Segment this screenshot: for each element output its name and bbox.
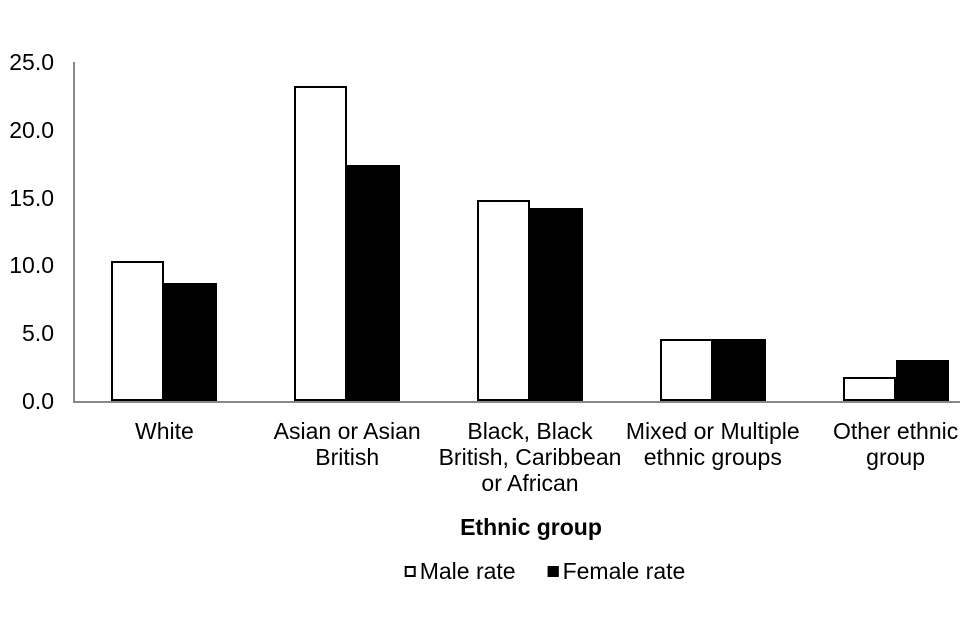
y-axis-line — [73, 62, 75, 403]
y-tick-label: 10.0 — [9, 252, 54, 279]
y-tick-label: 20.0 — [9, 116, 54, 143]
legend-label-female-rate: Female rate — [562, 558, 686, 584]
x-category-label: Asian or Asian British — [273, 418, 421, 470]
bar-male-rate — [477, 200, 530, 401]
legend-item-male-rate: Male rate — [404, 558, 516, 584]
male-rate-swatch-icon — [404, 565, 416, 577]
bar-male-rate — [111, 261, 165, 401]
x-axis-line — [73, 401, 960, 403]
x-axis-title: Ethnic group — [460, 514, 602, 540]
bar-female-rate — [895, 360, 949, 401]
y-tick-label: 5.0 — [22, 320, 54, 347]
y-tick-label: 0.0 — [22, 388, 54, 414]
bar-female-rate — [164, 283, 218, 401]
legend-label-male-rate: Male rate — [419, 558, 516, 584]
legend: Male rate Female rate — [404, 558, 686, 584]
y-tick-label: 25.0 — [9, 49, 54, 75]
x-category-label: Other ethnic group — [832, 418, 959, 470]
female-rate-swatch-icon — [547, 565, 559, 577]
x-category-label: Black, Black British, Caribbean or Afric… — [438, 418, 622, 496]
x-category-label: Mixed or Multiple ethnic groups — [625, 418, 800, 470]
bar-male-rate — [294, 86, 348, 401]
bar-female-rate — [712, 338, 766, 401]
y-tick-label: 15.0 — [9, 184, 54, 211]
legend-item-female-rate: Female rate — [547, 558, 686, 584]
bar-female-rate — [347, 165, 401, 401]
x-category-label: White — [134, 418, 194, 444]
bar-male-rate — [842, 376, 896, 401]
bar-female-rate — [530, 208, 583, 401]
bar-male-rate — [659, 338, 713, 401]
